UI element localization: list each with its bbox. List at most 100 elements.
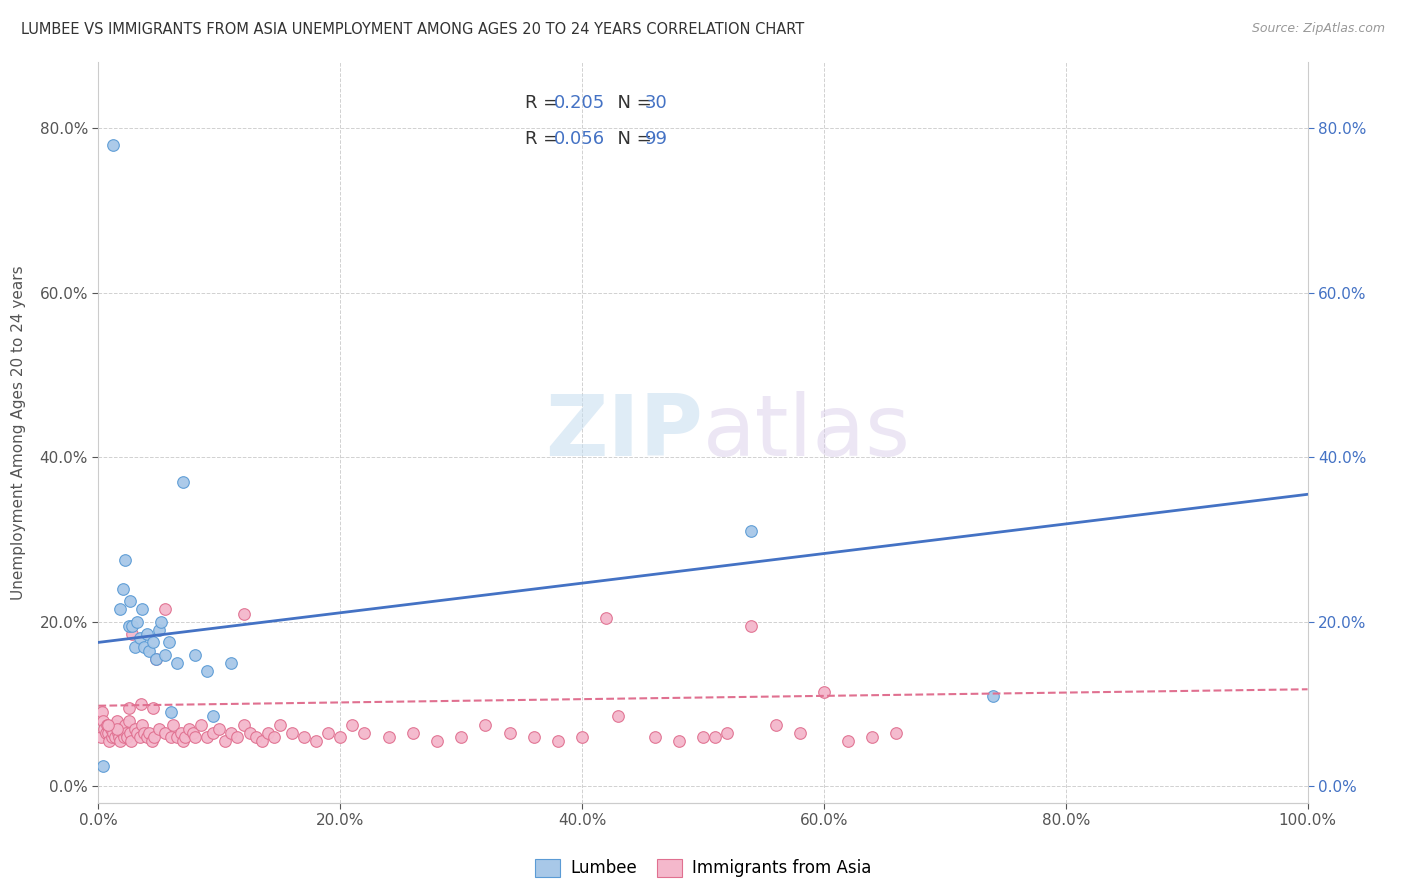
Point bbox=[153, 648, 176, 662]
Point bbox=[269, 717, 291, 731]
Point bbox=[150, 615, 173, 629]
Point bbox=[145, 652, 167, 666]
Point bbox=[692, 730, 714, 744]
Point bbox=[256, 726, 278, 740]
Point bbox=[190, 717, 212, 731]
Point bbox=[111, 726, 134, 740]
Point bbox=[117, 730, 139, 744]
Point bbox=[114, 553, 136, 567]
Point bbox=[547, 734, 569, 748]
Point bbox=[239, 726, 262, 740]
Point bbox=[107, 726, 129, 740]
Point bbox=[886, 726, 908, 740]
Point bbox=[160, 706, 183, 720]
Point bbox=[740, 524, 762, 539]
Point bbox=[91, 758, 114, 772]
Point bbox=[105, 714, 128, 728]
Text: 0.205: 0.205 bbox=[554, 95, 606, 112]
Point bbox=[281, 726, 304, 740]
Point bbox=[127, 615, 149, 629]
Point bbox=[402, 726, 425, 740]
Point bbox=[104, 730, 127, 744]
Point bbox=[184, 730, 207, 744]
Point bbox=[263, 730, 285, 744]
Point bbox=[108, 730, 131, 744]
Point bbox=[134, 726, 156, 740]
Point bbox=[148, 623, 170, 637]
Point bbox=[195, 664, 218, 678]
Point bbox=[124, 640, 146, 654]
Point bbox=[101, 726, 124, 740]
Point bbox=[105, 722, 128, 736]
Point bbox=[94, 726, 117, 740]
Point bbox=[172, 475, 194, 489]
Text: N =: N = bbox=[606, 95, 658, 112]
Legend: Lumbee, Immigrants from Asia: Lumbee, Immigrants from Asia bbox=[529, 852, 877, 884]
Point bbox=[135, 627, 157, 641]
Point bbox=[118, 594, 141, 608]
Point bbox=[668, 734, 690, 748]
Point bbox=[292, 730, 315, 744]
Point bbox=[450, 730, 472, 744]
Point bbox=[143, 730, 166, 744]
Point bbox=[245, 730, 267, 744]
Text: ZIP: ZIP bbox=[546, 391, 703, 475]
Point bbox=[142, 635, 165, 649]
Point bbox=[426, 734, 449, 748]
Point bbox=[221, 656, 243, 670]
Point bbox=[111, 582, 134, 596]
Point bbox=[90, 730, 112, 744]
Point bbox=[129, 697, 152, 711]
Point bbox=[214, 734, 236, 748]
Point bbox=[98, 734, 121, 748]
Point bbox=[97, 726, 120, 740]
Point bbox=[124, 722, 146, 736]
Text: LUMBEE VS IMMIGRANTS FROM ASIA UNEMPLOYMENT AMONG AGES 20 TO 24 YEARS CORRELATIO: LUMBEE VS IMMIGRANTS FROM ASIA UNEMPLOYM… bbox=[21, 22, 804, 37]
Point bbox=[108, 734, 131, 748]
Point bbox=[118, 701, 141, 715]
Text: 0.056: 0.056 bbox=[554, 129, 606, 148]
Point bbox=[740, 619, 762, 633]
Point bbox=[96, 717, 118, 731]
Point bbox=[813, 685, 835, 699]
Text: 30: 30 bbox=[645, 95, 668, 112]
Point bbox=[169, 726, 191, 740]
Point bbox=[128, 730, 150, 744]
Point bbox=[765, 717, 787, 731]
Point bbox=[138, 726, 160, 740]
Point bbox=[97, 717, 120, 731]
Point bbox=[115, 726, 138, 740]
Point bbox=[91, 706, 114, 720]
Point bbox=[329, 730, 352, 744]
Point bbox=[981, 689, 1004, 703]
Point bbox=[157, 635, 180, 649]
Point bbox=[100, 730, 122, 744]
Point bbox=[153, 726, 176, 740]
Point bbox=[120, 734, 142, 748]
Point bbox=[114, 717, 136, 731]
Point bbox=[181, 726, 204, 740]
Point bbox=[342, 717, 364, 731]
Point bbox=[305, 734, 328, 748]
Point bbox=[166, 730, 188, 744]
Point bbox=[166, 656, 188, 670]
Point bbox=[789, 726, 811, 740]
Point bbox=[523, 730, 546, 744]
Point bbox=[93, 722, 115, 736]
Text: N =: N = bbox=[606, 129, 658, 148]
Point bbox=[474, 717, 496, 731]
Point bbox=[121, 619, 143, 633]
Point bbox=[127, 726, 149, 740]
Point bbox=[145, 652, 167, 666]
Point bbox=[208, 722, 231, 736]
Point bbox=[250, 734, 273, 748]
Text: R =: R = bbox=[526, 129, 564, 148]
Point bbox=[571, 730, 593, 744]
Point bbox=[221, 726, 243, 740]
Point bbox=[377, 730, 399, 744]
Text: atlas: atlas bbox=[703, 391, 911, 475]
Point bbox=[110, 722, 132, 736]
Point bbox=[607, 709, 630, 723]
Text: Source: ZipAtlas.com: Source: ZipAtlas.com bbox=[1251, 22, 1385, 36]
Point bbox=[118, 714, 141, 728]
